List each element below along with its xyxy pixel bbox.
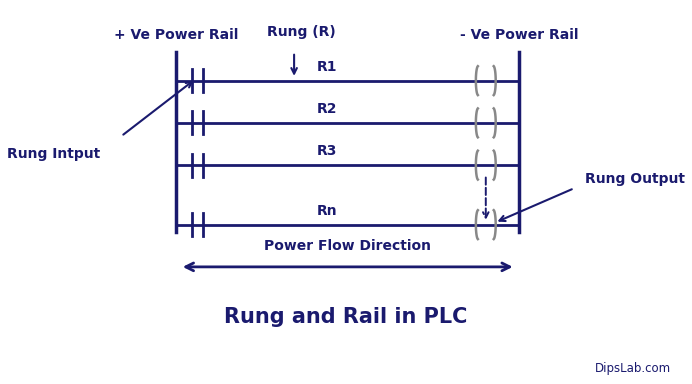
Text: Rung Intput: Rung Intput (7, 147, 100, 161)
Text: Power Flow Direction: Power Flow Direction (264, 240, 431, 253)
Text: Rung Output: Rung Output (585, 172, 685, 185)
Text: Rn: Rn (317, 204, 337, 218)
Text: R1: R1 (317, 60, 337, 74)
Text: DipsLab.com: DipsLab.com (595, 362, 671, 375)
Text: Rung (R): Rung (R) (266, 25, 336, 39)
Text: R2: R2 (317, 102, 337, 116)
Text: - Ve Power Rail: - Ve Power Rail (459, 28, 579, 42)
Text: R3: R3 (317, 144, 337, 158)
Text: + Ve Power Rail: + Ve Power Rail (114, 28, 239, 42)
Text: Rung and Rail in PLC: Rung and Rail in PLC (224, 307, 468, 327)
